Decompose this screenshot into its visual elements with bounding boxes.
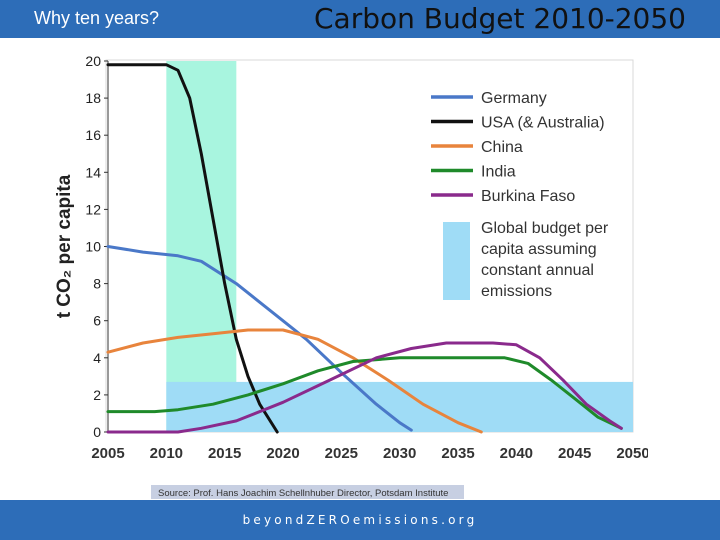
legend-budget-label: emissions bbox=[481, 283, 552, 300]
x-tick-label: 2045 bbox=[558, 445, 591, 462]
legend-label: India bbox=[481, 164, 516, 181]
y-tick-label: 0 bbox=[93, 424, 101, 440]
y-tick-label: 12 bbox=[85, 201, 101, 217]
series-line bbox=[106, 63, 279, 434]
series-line bbox=[106, 341, 623, 434]
series-line bbox=[106, 356, 623, 430]
x-tick-label: 2020 bbox=[266, 445, 299, 462]
x-tick-label: 2005 bbox=[91, 445, 124, 462]
legend-label: USA (& Australia) bbox=[481, 115, 605, 132]
legend-label: China bbox=[481, 139, 523, 156]
x-tick-label: 2010 bbox=[150, 445, 183, 462]
x-tick-label: 2035 bbox=[441, 445, 474, 462]
series-line bbox=[106, 245, 413, 432]
y-tick-label: 20 bbox=[85, 53, 101, 69]
y-axis-label: t CO₂ per capita bbox=[54, 174, 75, 318]
x-tick-label: 2030 bbox=[383, 445, 416, 462]
highlight-band bbox=[166, 61, 237, 432]
slide-title: Carbon Budget 2010-2050 bbox=[314, 2, 686, 35]
y-tick-label: 6 bbox=[93, 313, 101, 329]
x-tick-label: 2025 bbox=[325, 445, 358, 462]
x-tick-label: 2050 bbox=[616, 445, 648, 462]
y-tick-label: 2 bbox=[93, 387, 101, 403]
chart-container: 0 2 4 6 8 10 12 14 16 18 20 2005 2010 2015 2020 2025 203… bbox=[48, 45, 650, 510]
series-line bbox=[106, 328, 483, 434]
y-tick-label: 16 bbox=[85, 127, 101, 143]
legend-budget-label: constant annual bbox=[481, 262, 594, 279]
header-bar bbox=[0, 0, 720, 38]
footer-bar bbox=[0, 500, 720, 540]
legend-budget-swatch bbox=[443, 222, 470, 300]
x-tick-label: 2015 bbox=[208, 445, 241, 462]
x-tick-label: 2040 bbox=[500, 445, 533, 462]
legend-budget-label: capita assuming bbox=[481, 241, 597, 258]
y-tick-label: 4 bbox=[93, 350, 101, 366]
source-box bbox=[151, 485, 464, 499]
footer-url: beyondZEROemissions.org bbox=[242, 513, 478, 527]
legend-label: Burkina Faso bbox=[481, 188, 575, 205]
y-tick-label: 10 bbox=[85, 239, 101, 255]
y-tick-label: 18 bbox=[85, 90, 101, 106]
y-tick-label: 14 bbox=[85, 164, 101, 180]
legend-budget-label: Global budget per bbox=[481, 220, 609, 237]
legend-label: Germany bbox=[481, 90, 547, 107]
section-tag: Why ten years? bbox=[34, 8, 160, 28]
y-tick-label: 8 bbox=[93, 276, 101, 292]
carbon-budget-chart: 0 2 4 6 8 10 12 14 16 18 20 2005 2010 2015 2020 2025 203… bbox=[54, 53, 650, 499]
source-label: Source: Prof. Hans Joachim Schellnhuber … bbox=[158, 488, 448, 499]
